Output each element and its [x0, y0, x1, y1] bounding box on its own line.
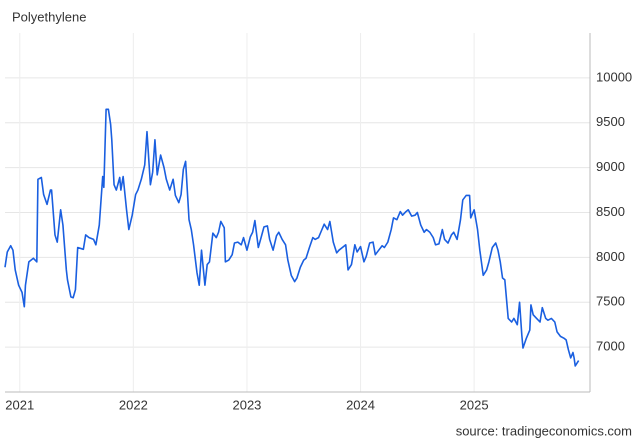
line — [4, 108, 580, 367]
y-tick-label: 8000 — [596, 249, 625, 264]
y-tick-label: 7000 — [596, 339, 625, 354]
x-tick-label: 2022 — [119, 397, 148, 412]
y-tick-label: 7500 — [596, 294, 625, 309]
chart-title: Polyethylene — [12, 9, 86, 24]
y-tick-label: 10000 — [596, 69, 632, 84]
y-tick-label: 8500 — [596, 204, 625, 219]
x-tick-label: 2023 — [232, 397, 261, 412]
source: source: tradingeconomics.com — [456, 423, 632, 438]
x-tick-label: 2024 — [346, 397, 375, 412]
y-tick-label: 9000 — [596, 159, 625, 174]
x-tick-label: 2021 — [5, 397, 34, 412]
y-tick-label: 9500 — [596, 114, 625, 129]
x-tick-label: 2025 — [460, 397, 489, 412]
